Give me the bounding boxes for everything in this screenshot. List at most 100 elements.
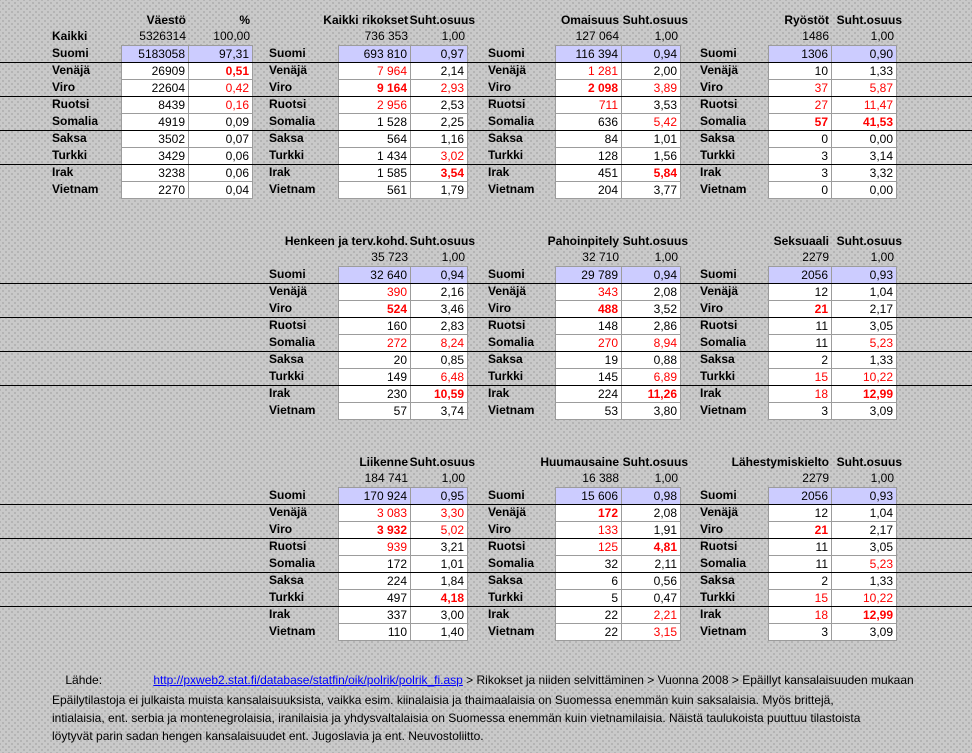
value-cell[interactable]: 270 bbox=[555, 334, 622, 351]
total-ratio-henkeen-ja-terv-kohd[interactable]: 1,00 bbox=[441, 250, 465, 264]
ratio-cell[interactable]: 3,00 bbox=[411, 606, 468, 623]
value-cell[interactable]: 2 bbox=[768, 572, 832, 589]
value-cell[interactable]: 636 bbox=[555, 113, 622, 130]
value-cell[interactable]: 57 bbox=[768, 113, 832, 130]
row-label[interactable]: Saksa bbox=[269, 573, 304, 587]
suomi-ratio-omaisuus[interactable]: 0,94 bbox=[622, 45, 681, 62]
ratio-cell[interactable]: 1,16 bbox=[411, 130, 468, 147]
value-cell[interactable]: 84 bbox=[555, 130, 622, 147]
total-value-vaesto[interactable]: 5326314 bbox=[139, 29, 186, 43]
ratio-cell[interactable]: 2,16 bbox=[411, 283, 468, 300]
suomi-value-henkeen-ja-terv-kohd[interactable]: 32 640 bbox=[338, 266, 411, 283]
value-cell[interactable]: 20 bbox=[338, 351, 411, 368]
row-label[interactable]: Viro bbox=[488, 80, 512, 94]
value-cell[interactable]: 19 bbox=[555, 351, 622, 368]
row-label-kaikki[interactable]: Kaikki bbox=[52, 29, 88, 43]
header-liikenne[interactable]: Liikenne bbox=[359, 455, 408, 469]
total-ratio-pahoinpitely[interactable]: 1,00 bbox=[654, 250, 678, 264]
suomi-ratio-liikenne[interactable]: 0,95 bbox=[411, 487, 468, 504]
value-cell[interactable]: 6 bbox=[555, 572, 622, 589]
ratio-cell[interactable]: 2,93 bbox=[411, 79, 468, 96]
row-label[interactable]: Venäjä bbox=[700, 284, 739, 298]
header-seksuaali[interactable]: Seksuaali bbox=[773, 234, 829, 248]
value-cell[interactable]: 2270 bbox=[121, 181, 189, 199]
total-ratio-kaikki-rikokset[interactable]: 1,00 bbox=[441, 29, 465, 43]
ratio-cell[interactable]: 2,08 bbox=[622, 504, 681, 521]
header-kaikki-rikokset-ratio[interactable]: Suht.osuus bbox=[409, 13, 475, 27]
value-cell[interactable]: 125 bbox=[555, 538, 622, 555]
ratio-cell[interactable]: 5,23 bbox=[832, 334, 897, 351]
row-label[interactable]: Irak bbox=[488, 386, 510, 400]
value-cell[interactable]: 5 bbox=[555, 589, 622, 606]
row-label[interactable]: Saksa bbox=[488, 352, 523, 366]
row-label[interactable]: Viro bbox=[52, 80, 76, 94]
row-label[interactable]: Viro bbox=[269, 80, 293, 94]
ratio-cell[interactable]: 2,83 bbox=[411, 317, 468, 334]
value-cell[interactable]: 27 bbox=[768, 96, 832, 113]
value-cell[interactable]: 160 bbox=[338, 317, 411, 334]
ratio-cell[interactable]: 3,53 bbox=[622, 96, 681, 113]
ratio-cell[interactable]: 1,33 bbox=[832, 62, 897, 79]
ratio-cell[interactable]: 3,09 bbox=[832, 623, 897, 641]
value-cell[interactable]: 18 bbox=[768, 606, 832, 623]
ratio-cell[interactable]: 1,79 bbox=[411, 181, 468, 199]
value-cell[interactable]: 172 bbox=[338, 555, 411, 572]
ratio-cell[interactable]: 1,01 bbox=[622, 130, 681, 147]
row-label[interactable]: Saksa bbox=[488, 131, 523, 145]
ratio-cell[interactable]: 2,08 bbox=[622, 283, 681, 300]
ratio-cell[interactable]: 1,01 bbox=[411, 555, 468, 572]
row-label-suomi[interactable]: Suomi bbox=[269, 46, 306, 60]
value-cell[interactable]: 1 281 bbox=[555, 62, 622, 79]
header-omaisuus-ratio[interactable]: Suht.osuus bbox=[622, 13, 688, 27]
row-label[interactable]: Viro bbox=[488, 301, 512, 315]
ratio-cell[interactable]: 3,02 bbox=[411, 147, 468, 164]
total-value-pahoinpitely[interactable]: 32 710 bbox=[582, 250, 619, 264]
row-label[interactable]: Ruotsi bbox=[488, 539, 526, 553]
value-cell[interactable]: 11 bbox=[768, 317, 832, 334]
row-label[interactable]: Saksa bbox=[700, 352, 735, 366]
ratio-cell[interactable]: 0,07 bbox=[189, 130, 253, 147]
row-label[interactable]: Ruotsi bbox=[700, 539, 738, 553]
ratio-cell[interactable]: 0,16 bbox=[189, 96, 253, 113]
header-henkeen-ja-terv-kohd-ratio[interactable]: Suht.osuus bbox=[409, 234, 475, 248]
row-label[interactable]: Saksa bbox=[52, 131, 87, 145]
suomi-value-liikenne[interactable]: 170 924 bbox=[338, 487, 411, 504]
value-cell[interactable]: 2 bbox=[768, 351, 832, 368]
row-label[interactable]: Venäjä bbox=[700, 63, 739, 77]
value-cell[interactable]: 524 bbox=[338, 300, 411, 317]
value-cell[interactable]: 0 bbox=[768, 130, 832, 147]
row-label[interactable]: Irak bbox=[269, 607, 291, 621]
header-lahestymiskielto[interactable]: Lähestymiskielto bbox=[731, 455, 829, 469]
ratio-cell[interactable]: 3,46 bbox=[411, 300, 468, 317]
value-cell[interactable]: 22604 bbox=[121, 79, 189, 96]
ratio-cell[interactable]: 3,32 bbox=[832, 164, 897, 181]
value-cell[interactable]: 337 bbox=[338, 606, 411, 623]
value-cell[interactable]: 15 bbox=[768, 589, 832, 606]
value-cell[interactable]: 224 bbox=[555, 385, 622, 402]
row-label[interactable]: Venäjä bbox=[269, 284, 308, 298]
row-label-suomi[interactable]: Suomi bbox=[488, 488, 525, 502]
row-label[interactable]: Venäjä bbox=[269, 63, 308, 77]
row-label[interactable]: Viro bbox=[700, 301, 724, 315]
value-cell[interactable]: 21 bbox=[768, 300, 832, 317]
suomi-ratio-lahestymiskielto[interactable]: 0,93 bbox=[832, 487, 897, 504]
header-lahestymiskielto-ratio[interactable]: Suht.osuus bbox=[836, 455, 902, 469]
ratio-cell[interactable]: 2,53 bbox=[411, 96, 468, 113]
value-cell[interactable]: 3429 bbox=[121, 147, 189, 164]
row-label[interactable]: Vietnam bbox=[700, 403, 747, 417]
suomi-value-huumausaine[interactable]: 15 606 bbox=[555, 487, 622, 504]
total-value-seksuaali[interactable]: 2279 bbox=[802, 250, 829, 264]
row-label[interactable]: Saksa bbox=[269, 352, 304, 366]
row-label[interactable]: Irak bbox=[488, 607, 510, 621]
row-label[interactable]: Ruotsi bbox=[269, 539, 307, 553]
row-label[interactable]: Somalia bbox=[52, 114, 99, 128]
row-label[interactable]: Turkki bbox=[700, 590, 736, 604]
value-cell[interactable]: 110 bbox=[338, 623, 411, 641]
value-cell[interactable]: 21 bbox=[768, 521, 832, 538]
value-cell[interactable]: 1 434 bbox=[338, 147, 411, 164]
value-cell[interactable]: 3 bbox=[768, 147, 832, 164]
row-label[interactable]: Irak bbox=[700, 607, 722, 621]
row-label[interactable]: Somalia bbox=[269, 114, 316, 128]
header-omaisuus[interactable]: Omaisuus bbox=[560, 13, 619, 27]
row-label[interactable]: Ruotsi bbox=[488, 318, 526, 332]
